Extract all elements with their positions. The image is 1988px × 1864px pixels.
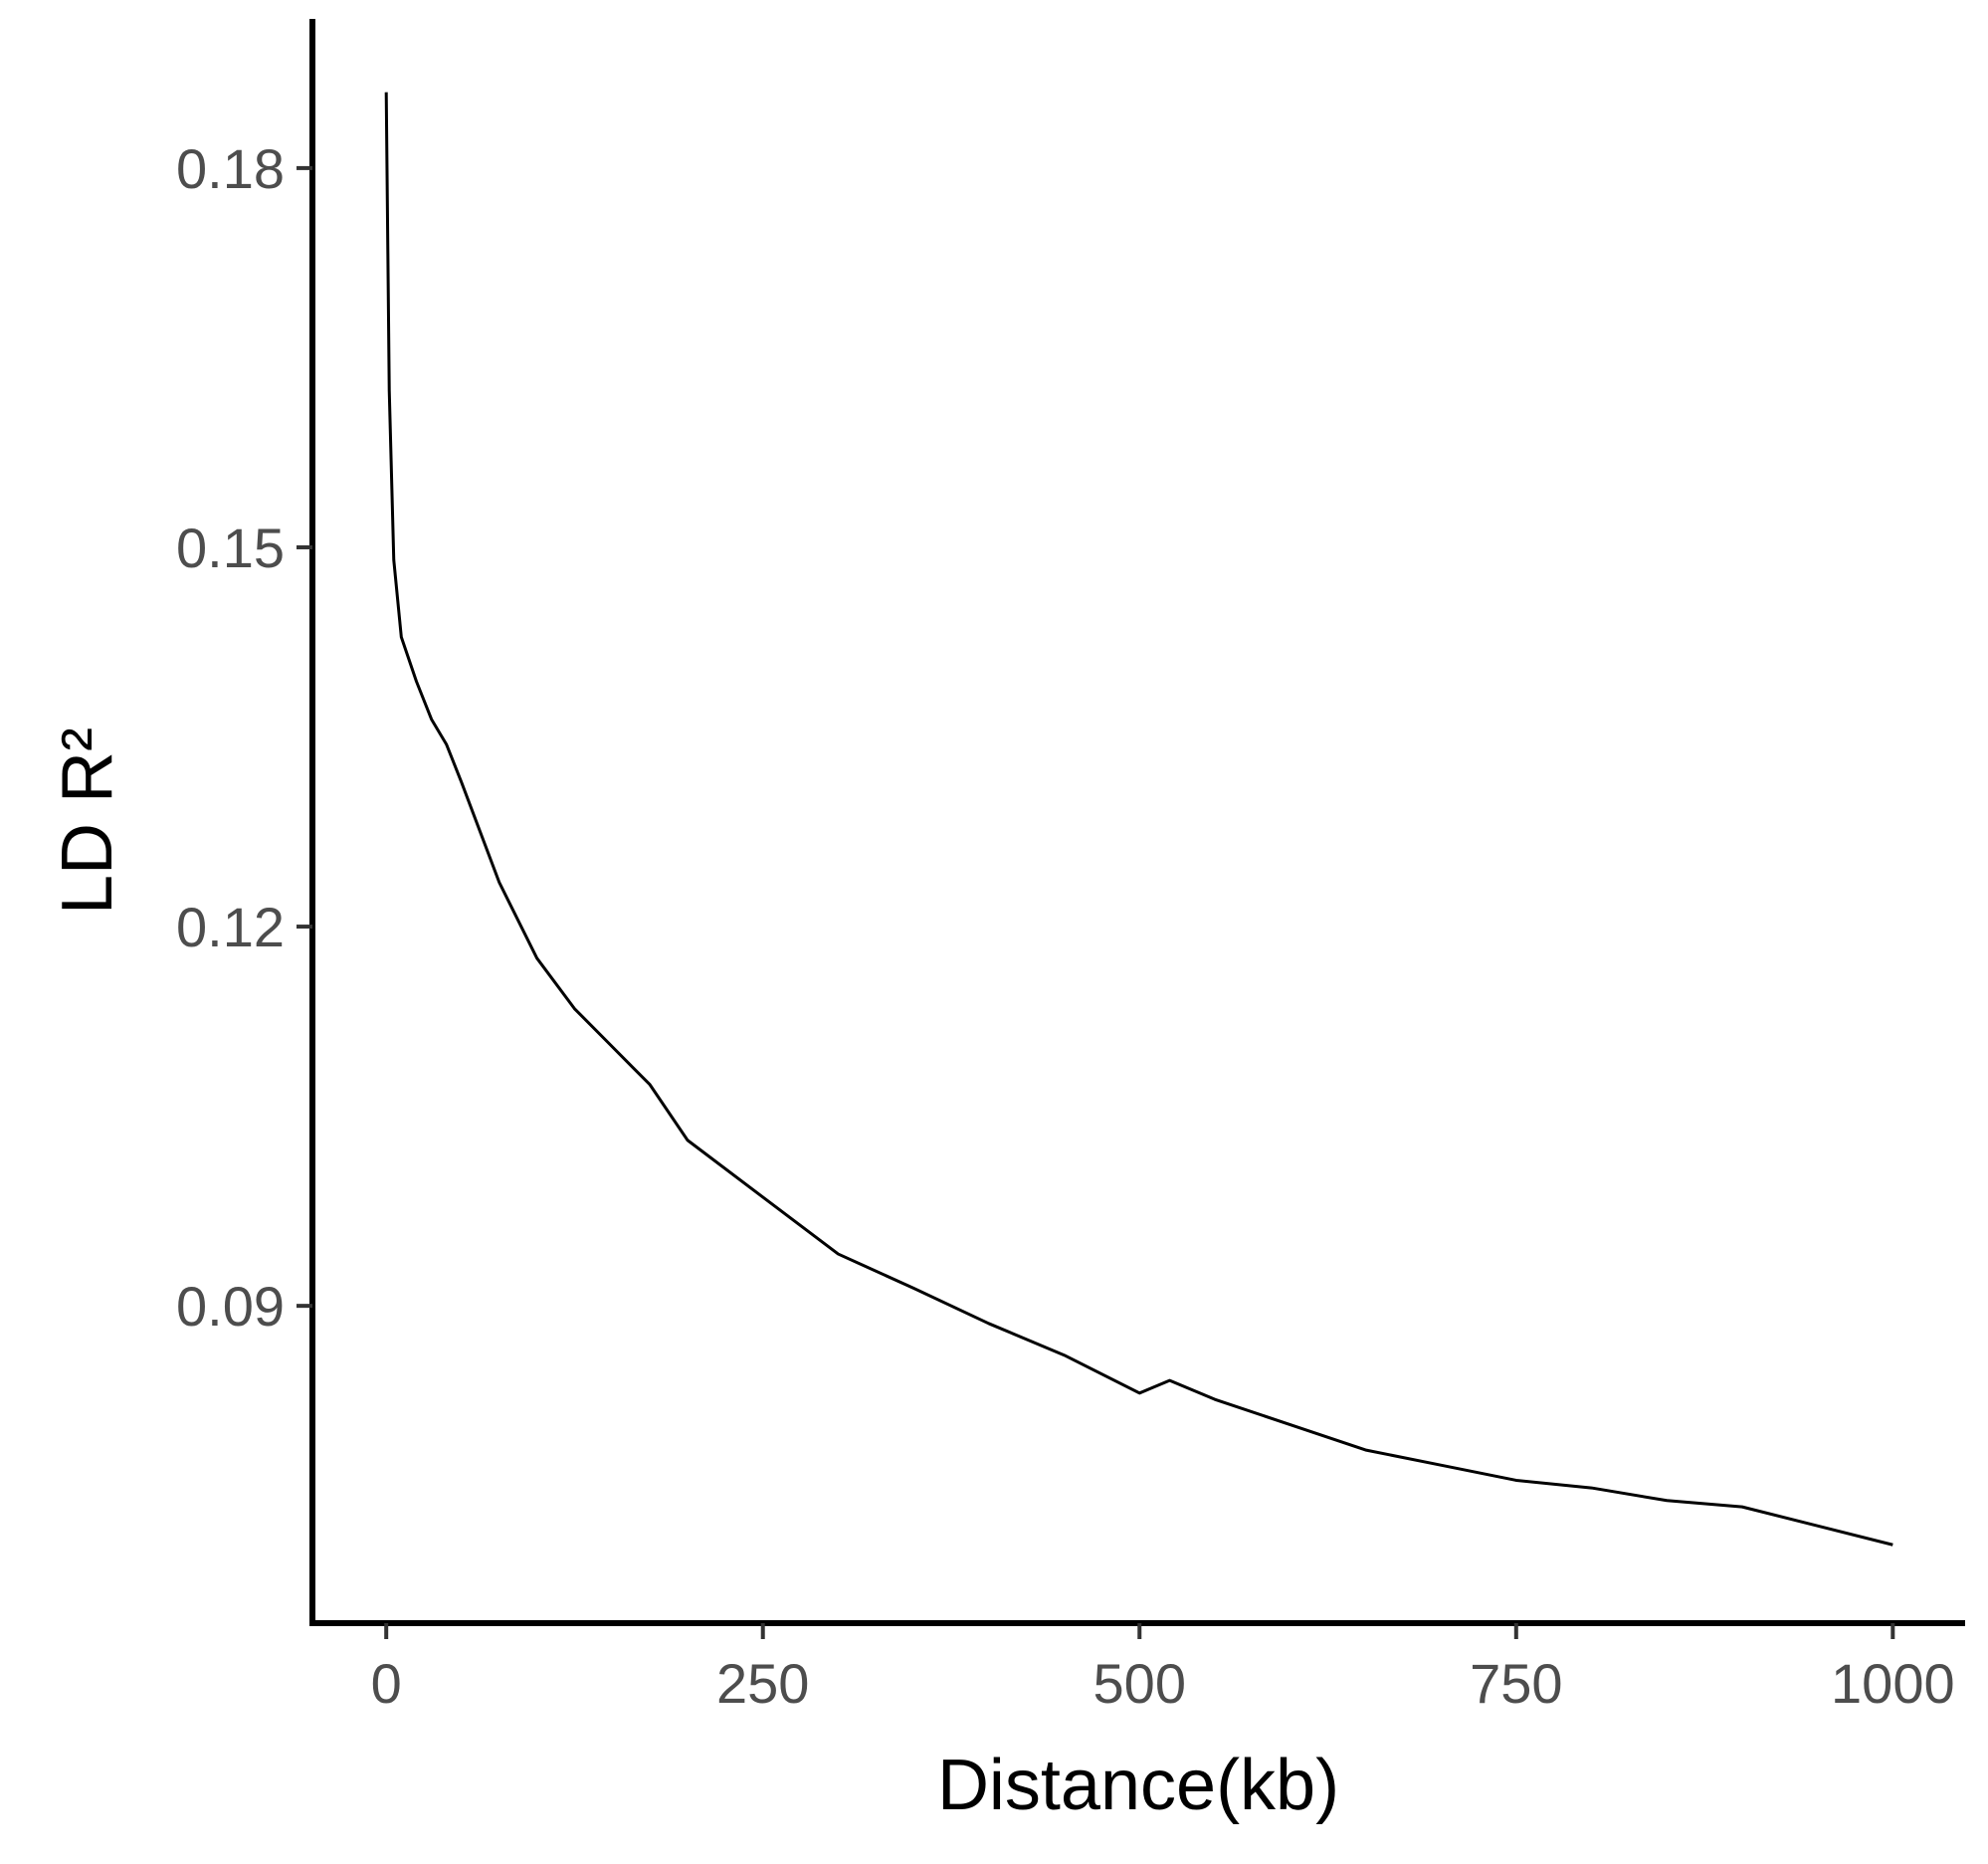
data-line: [384, 92, 1893, 1547]
y-tick-label: 0.18: [176, 137, 285, 200]
x-tick-label: 500: [1093, 1652, 1186, 1715]
x-axis-title: Distance(kb): [937, 1746, 1339, 1825]
x-tick-label: 1000: [1831, 1652, 1955, 1715]
y-tick-label: 0.15: [176, 517, 285, 579]
y-tick-label: 0.12: [176, 896, 285, 958]
y-tick-label: 0.09: [176, 1275, 285, 1338]
y-axis-title: LD R²: [48, 727, 127, 915]
x-tick-label: 750: [1470, 1652, 1562, 1715]
x-tick-label: 0: [371, 1652, 402, 1715]
x-tick-label: 250: [716, 1652, 809, 1715]
